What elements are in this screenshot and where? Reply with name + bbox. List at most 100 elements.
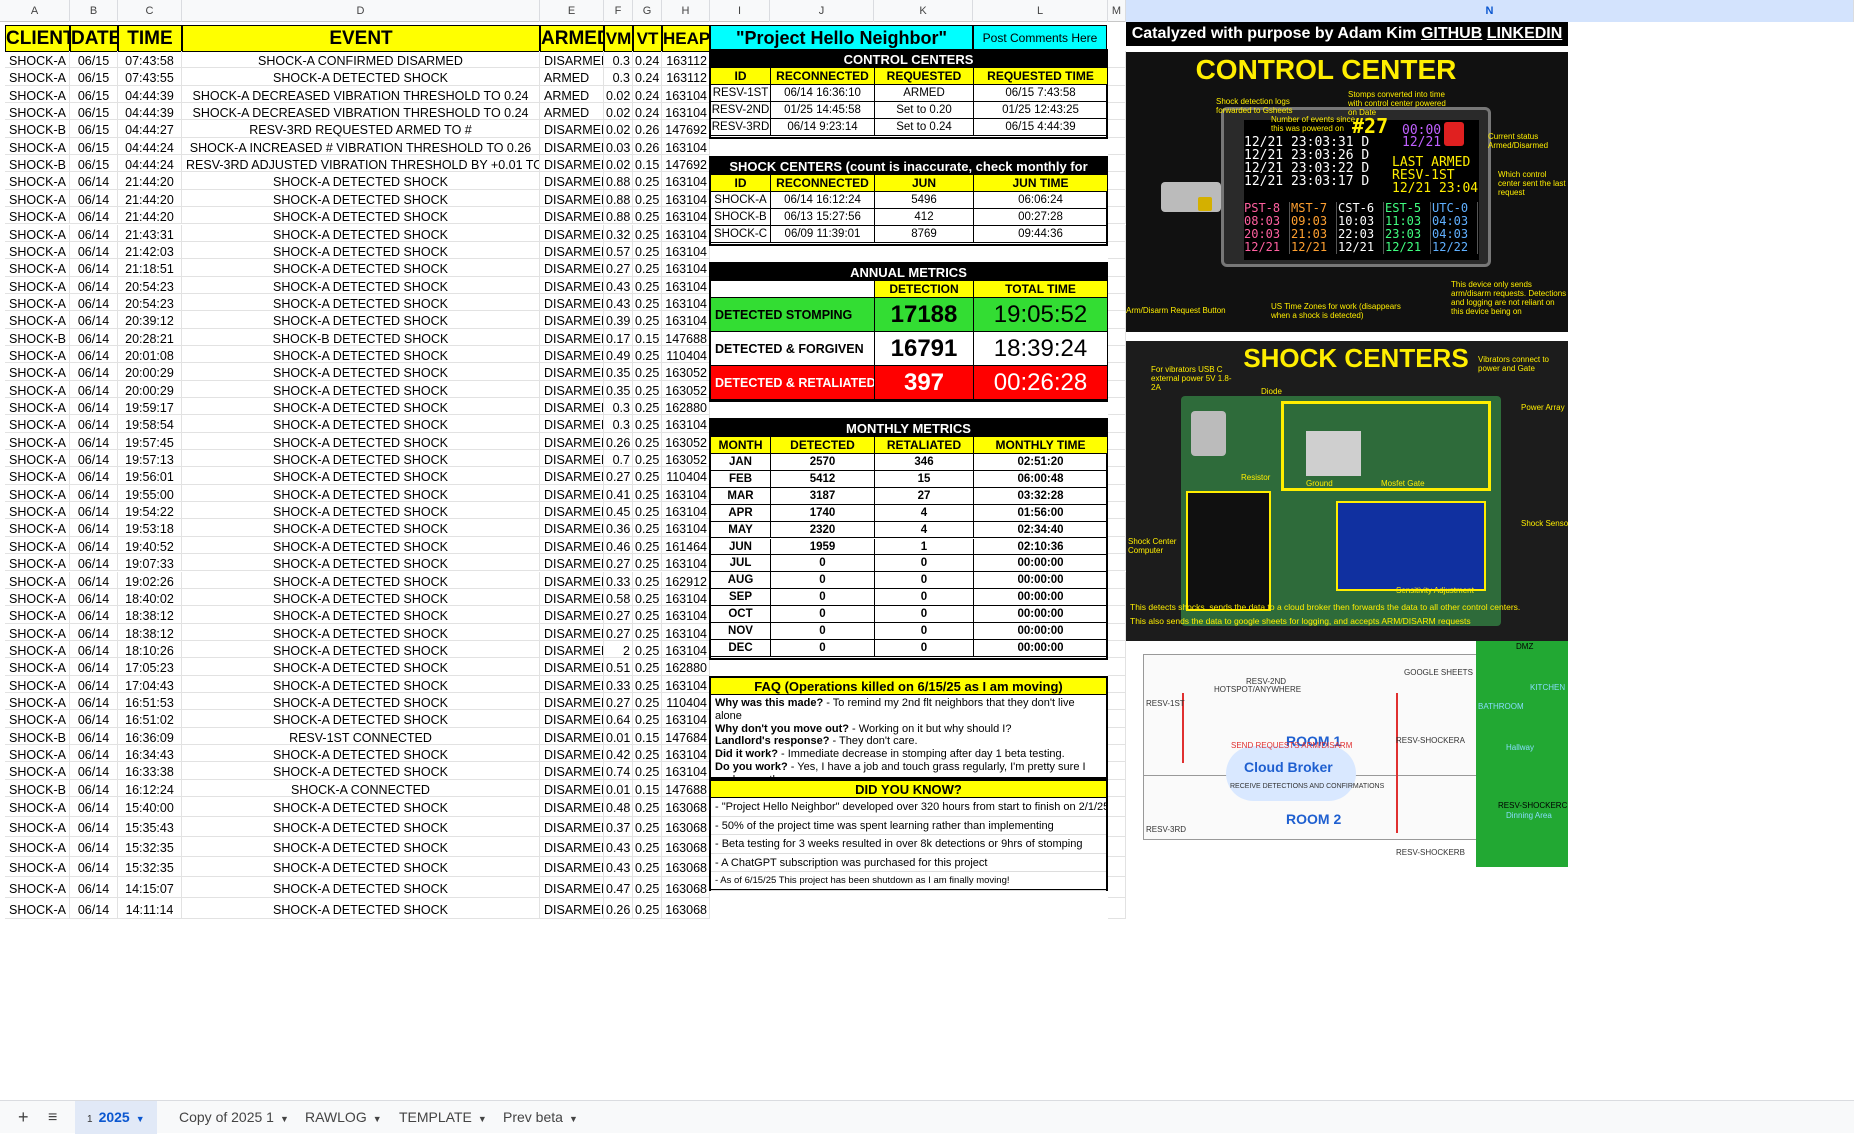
cell-event[interactable]: SHOCK-A DETECTED SHOCK (182, 450, 540, 468)
cell-vt[interactable]: 0.25 (633, 519, 662, 537)
cell-date[interactable]: 06/14 (70, 502, 118, 520)
cell-armed[interactable]: DISARMED (540, 606, 604, 624)
cell-time[interactable]: 18:10:26 (118, 640, 182, 659)
cell-time[interactable]: 04:44:27 (118, 120, 182, 138)
cell-vt[interactable]: 0.25 (633, 692, 662, 711)
shock-cell[interactable]: SHOCK-B (711, 209, 771, 226)
cell-vm[interactable]: 0.45 (604, 502, 633, 520)
cell-armed[interactable]: ARMED (540, 103, 604, 121)
header-time[interactable]: TIME (118, 25, 182, 52)
empty-cell-m[interactable] (1108, 415, 1126, 433)
month-cell[interactable]: 0 (771, 555, 875, 573)
cell-heap[interactable]: 163068 (662, 877, 710, 899)
shock-cell[interactable]: 06:06:24 (974, 192, 1108, 209)
month-cell[interactable]: 0 (875, 623, 974, 640)
cell-client[interactable]: SHOCK-A (5, 837, 70, 858)
header-vm[interactable]: VM (604, 25, 633, 52)
month-cell[interactable]: 1740 (771, 504, 875, 522)
cell-time[interactable]: 19:59:17 (118, 398, 182, 416)
cell-event[interactable]: SHOCK-A INCREASED # VIBRATION THRESHOLD … (182, 137, 540, 156)
cell-armed[interactable]: DISARMED (540, 745, 604, 763)
cell-event[interactable]: SHOCK-A CONNECTED (182, 779, 540, 798)
cell-time[interactable]: 21:44:20 (118, 172, 182, 190)
month-cell[interactable]: DEC (711, 639, 771, 657)
month-cell[interactable]: 2320 (771, 521, 875, 539)
cell-armed[interactable]: DISARMED (540, 311, 604, 329)
cell-date[interactable]: 06/14 (70, 311, 118, 329)
cell-armed[interactable]: DISARMED (540, 432, 604, 451)
cell-date[interactable]: 06/14 (70, 797, 118, 818)
cell-time[interactable]: 17:05:23 (118, 658, 182, 676)
shock-centers-photo[interactable]: SHOCK CENTERS For vibrators USB C extern… (1126, 341, 1568, 641)
cell-date[interactable]: 06/14 (70, 380, 118, 398)
chevron-down-icon[interactable]: ▼ (477, 1114, 487, 1124)
annual-total-time[interactable]: 19:05:52 (974, 298, 1108, 332)
cell-heap[interactable]: 163068 (662, 837, 710, 858)
cell-vm[interactable]: 0.41 (604, 484, 633, 503)
month-cell[interactable]: 3187 (771, 487, 875, 505)
cell-armed[interactable]: DISARMED (540, 467, 604, 485)
month-cell[interactable]: 0 (875, 589, 974, 607)
cell-event[interactable]: SHOCK-A DETECTED SHOCK (182, 745, 540, 763)
cell-date[interactable]: 06/14 (70, 207, 118, 225)
control-center-photo[interactable]: CONTROL CENTER #27 12/21 23:03:31 D 12/21… (1126, 52, 1568, 332)
cell-date[interactable]: 06/15 (70, 85, 118, 104)
cell-vm[interactable]: 0.64 (604, 710, 633, 728)
cell-date[interactable]: 06/14 (70, 467, 118, 485)
cell-vt[interactable]: 0.25 (633, 311, 662, 329)
cell-heap[interactable]: 163112 (662, 68, 710, 86)
empty-cell-m[interactable] (1108, 68, 1126, 86)
cell-date[interactable]: 06/14 (70, 224, 118, 242)
cell-vt[interactable]: 0.25 (633, 467, 662, 485)
cell-vm[interactable]: 0.3 (604, 398, 633, 416)
cell-vt[interactable]: 0.25 (633, 380, 662, 398)
cell-client[interactable]: SHOCK-A (5, 467, 70, 485)
cell-vt[interactable]: 0.25 (633, 398, 662, 416)
empty-cell-m[interactable] (1108, 484, 1126, 503)
annual-detection-count[interactable]: 16791 (875, 332, 974, 366)
cell-heap[interactable]: 163112 (662, 51, 710, 69)
month-cell[interactable]: 4 (875, 521, 974, 539)
column-letter-f[interactable]: F (604, 0, 633, 22)
cell-vt[interactable]: 0.25 (633, 606, 662, 624)
month-cell[interactable]: APR (711, 504, 771, 522)
annual-detection-count[interactable]: 397 (875, 366, 974, 400)
cell-client[interactable]: SHOCK-A (5, 398, 70, 416)
cell-event[interactable]: SHOCK-A DETECTED SHOCK (182, 623, 540, 641)
cell-vm[interactable]: 0.27 (604, 606, 633, 624)
cell-armed[interactable]: DISARMED (540, 363, 604, 381)
cell-event[interactable]: SHOCK-A DETECTED SHOCK (182, 68, 540, 86)
column-letter-j[interactable]: J (770, 0, 874, 22)
cell-armed[interactable]: DISARMED (540, 276, 604, 294)
cell-time[interactable]: 20:01:08 (118, 345, 182, 364)
cell-time[interactable]: 21:18:51 (118, 259, 182, 277)
cell-client[interactable]: SHOCK-A (5, 588, 70, 607)
column-letter-k[interactable]: K (874, 0, 973, 22)
column-letter-i[interactable]: I (710, 0, 770, 22)
cell-armed[interactable]: DISARMED (540, 155, 604, 173)
cell-event[interactable]: SHOCK-A DETECTED SHOCK (182, 857, 540, 878)
cell-vt[interactable]: 0.26 (633, 137, 662, 156)
header-client[interactable]: CLIENT (5, 25, 70, 52)
month-cell[interactable]: 1959 (771, 538, 875, 556)
cell-vm[interactable]: 0.33 (604, 675, 633, 693)
cell-armed[interactable]: DISARMED (540, 658, 604, 676)
cell-vm[interactable]: 0.33 (604, 571, 633, 589)
cell-event[interactable]: RESV-3RD ADJUSTED VIBRATION THRESHOLD BY… (182, 155, 540, 173)
empty-cell-m[interactable] (1108, 51, 1126, 69)
annual-total-time[interactable]: 18:39:24 (974, 332, 1108, 366)
cell-time[interactable]: 16:34:43 (118, 745, 182, 763)
cell-client[interactable]: SHOCK-B (5, 779, 70, 798)
annual-detection-count[interactable]: 17188 (875, 298, 974, 332)
cell-date[interactable]: 06/14 (70, 432, 118, 451)
cell-heap[interactable]: 163104 (662, 623, 710, 641)
cell-client[interactable]: SHOCK-A (5, 762, 70, 780)
month-cell[interactable]: JUL (711, 555, 771, 573)
cell-heap[interactable]: 163104 (662, 675, 710, 693)
cell-vm[interactable]: 0.26 (604, 898, 633, 920)
cell-client[interactable]: SHOCK-A (5, 345, 70, 364)
cell-vm[interactable]: 0.32 (604, 224, 633, 242)
cell-heap[interactable]: 163104 (662, 588, 710, 607)
cell-vm[interactable]: 0.7 (604, 450, 633, 468)
cell-date[interactable]: 06/14 (70, 606, 118, 624)
